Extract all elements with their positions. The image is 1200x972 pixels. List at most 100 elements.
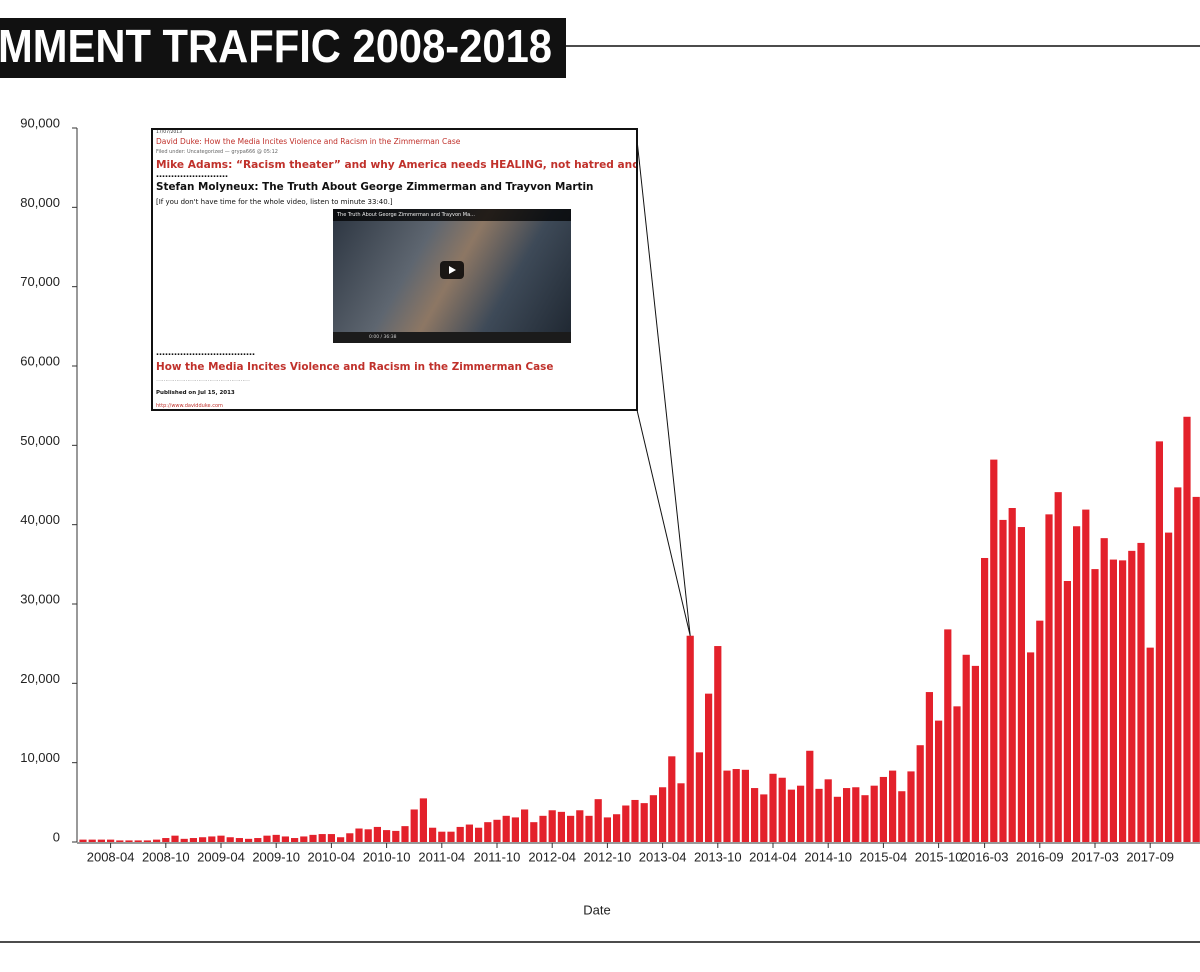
bar — [603, 817, 611, 842]
bar — [916, 745, 924, 842]
bar — [245, 838, 253, 842]
x-tick-label: 2009-10 — [252, 849, 300, 864]
inset-dots: …………………… — [156, 170, 228, 180]
inset-video: The Truth About George Zimmerman and Tra… — [333, 209, 571, 343]
bar — [1183, 416, 1191, 842]
inset-url: http://www.davidduke.com — [156, 403, 223, 409]
x-tick-label: 2017-09 — [1126, 849, 1174, 864]
bar — [447, 831, 455, 842]
bar — [723, 770, 731, 842]
bar — [548, 810, 556, 842]
inset-video-heading: Stefan Molyneux: The Truth About George … — [156, 181, 594, 193]
bar — [116, 840, 124, 842]
bar — [484, 822, 492, 842]
bar — [889, 770, 897, 842]
bar — [337, 837, 345, 842]
bar — [475, 827, 483, 842]
bar — [1091, 569, 1099, 842]
y-tick-label: 90,000 — [20, 115, 60, 130]
bar — [327, 834, 335, 842]
bar — [1063, 580, 1071, 842]
bar — [1082, 509, 1090, 842]
bar — [125, 840, 133, 842]
bar — [557, 811, 565, 842]
bar — [291, 838, 299, 842]
y-tick-label: 30,000 — [20, 591, 60, 606]
x-tick-label: 2015-10 — [915, 849, 963, 864]
bar — [631, 799, 639, 842]
bar — [1036, 620, 1044, 842]
bar — [833, 796, 841, 842]
x-tick-label: 2015-04 — [860, 849, 908, 864]
y-tick-label: 0 — [53, 829, 60, 844]
bar — [97, 839, 105, 842]
bar — [971, 665, 979, 842]
bar — [686, 635, 694, 842]
bar — [410, 809, 418, 842]
bar — [981, 557, 989, 842]
bar — [990, 459, 998, 842]
y-tick-label: 50,000 — [20, 433, 60, 448]
y-tick-label: 40,000 — [20, 512, 60, 527]
bar — [962, 654, 970, 842]
y-tick-label: 80,000 — [20, 195, 60, 210]
bar — [668, 756, 676, 842]
y-tick-label: 70,000 — [20, 274, 60, 289]
bar — [318, 834, 326, 842]
x-tick-label: 2011-04 — [418, 849, 465, 864]
bar — [751, 788, 759, 842]
bar — [797, 785, 805, 842]
bar — [567, 815, 575, 842]
bar — [263, 835, 271, 842]
video-title: The Truth About George Zimmerman and Tra… — [333, 209, 571, 221]
bar — [364, 829, 372, 842]
bar — [226, 837, 234, 842]
x-tick-label: 2011-10 — [474, 849, 521, 864]
bar — [999, 519, 1007, 842]
bar — [1128, 550, 1136, 842]
y-tick-label: 60,000 — [20, 353, 60, 368]
bar — [824, 779, 832, 842]
video-time: 0:00 / 36:38 — [333, 332, 571, 343]
bar — [208, 836, 216, 842]
bar — [1045, 514, 1053, 842]
x-tick-label: 2014-04 — [749, 849, 797, 864]
y-tick-label: 10,000 — [20, 750, 60, 765]
inset-headline: Mike Adams: “Racism theater” and why Ame… — [156, 159, 638, 171]
bar — [640, 803, 648, 842]
bar — [1109, 559, 1117, 842]
bar — [456, 826, 464, 842]
inset-screenshot: 17/07/2013 David Duke: How the Media Inc… — [151, 128, 638, 411]
inset-post-title: David Duke: How the Media Incites Violen… — [156, 137, 461, 146]
y-tick-label: 20,000 — [20, 671, 60, 686]
bar — [1155, 441, 1163, 842]
bar — [502, 815, 510, 842]
bar — [806, 750, 814, 842]
connector — [636, 409, 691, 636]
bar — [935, 720, 943, 842]
bar — [585, 815, 593, 842]
bar — [732, 769, 740, 842]
inset-headline: How the Media Incites Violence and Racis… — [156, 361, 554, 373]
bar — [429, 827, 437, 842]
inset-dots: …………………………… — [156, 348, 255, 358]
bar — [300, 836, 308, 842]
bar — [171, 835, 179, 842]
inset-separator: …………………………………………… — [156, 376, 250, 383]
bar — [1100, 538, 1108, 842]
x-tick-label: 2014-10 — [804, 849, 852, 864]
inset-note: [If you don't have time for the whole vi… — [156, 198, 393, 206]
bar — [594, 799, 602, 842]
bar — [88, 839, 96, 842]
inset-date: 17/07/2013 — [156, 130, 182, 135]
x-tick-label: 2012-04 — [528, 849, 576, 864]
bar — [879, 776, 887, 842]
bar — [134, 840, 142, 842]
x-tick-label: 2017-03 — [1071, 849, 1119, 864]
bar — [511, 817, 519, 842]
bar — [1054, 492, 1062, 842]
x-axis-label: Date — [583, 902, 610, 917]
bar — [1119, 560, 1127, 842]
inset-filed: Filed under: Uncategorized — grypa666 @ … — [156, 149, 278, 155]
